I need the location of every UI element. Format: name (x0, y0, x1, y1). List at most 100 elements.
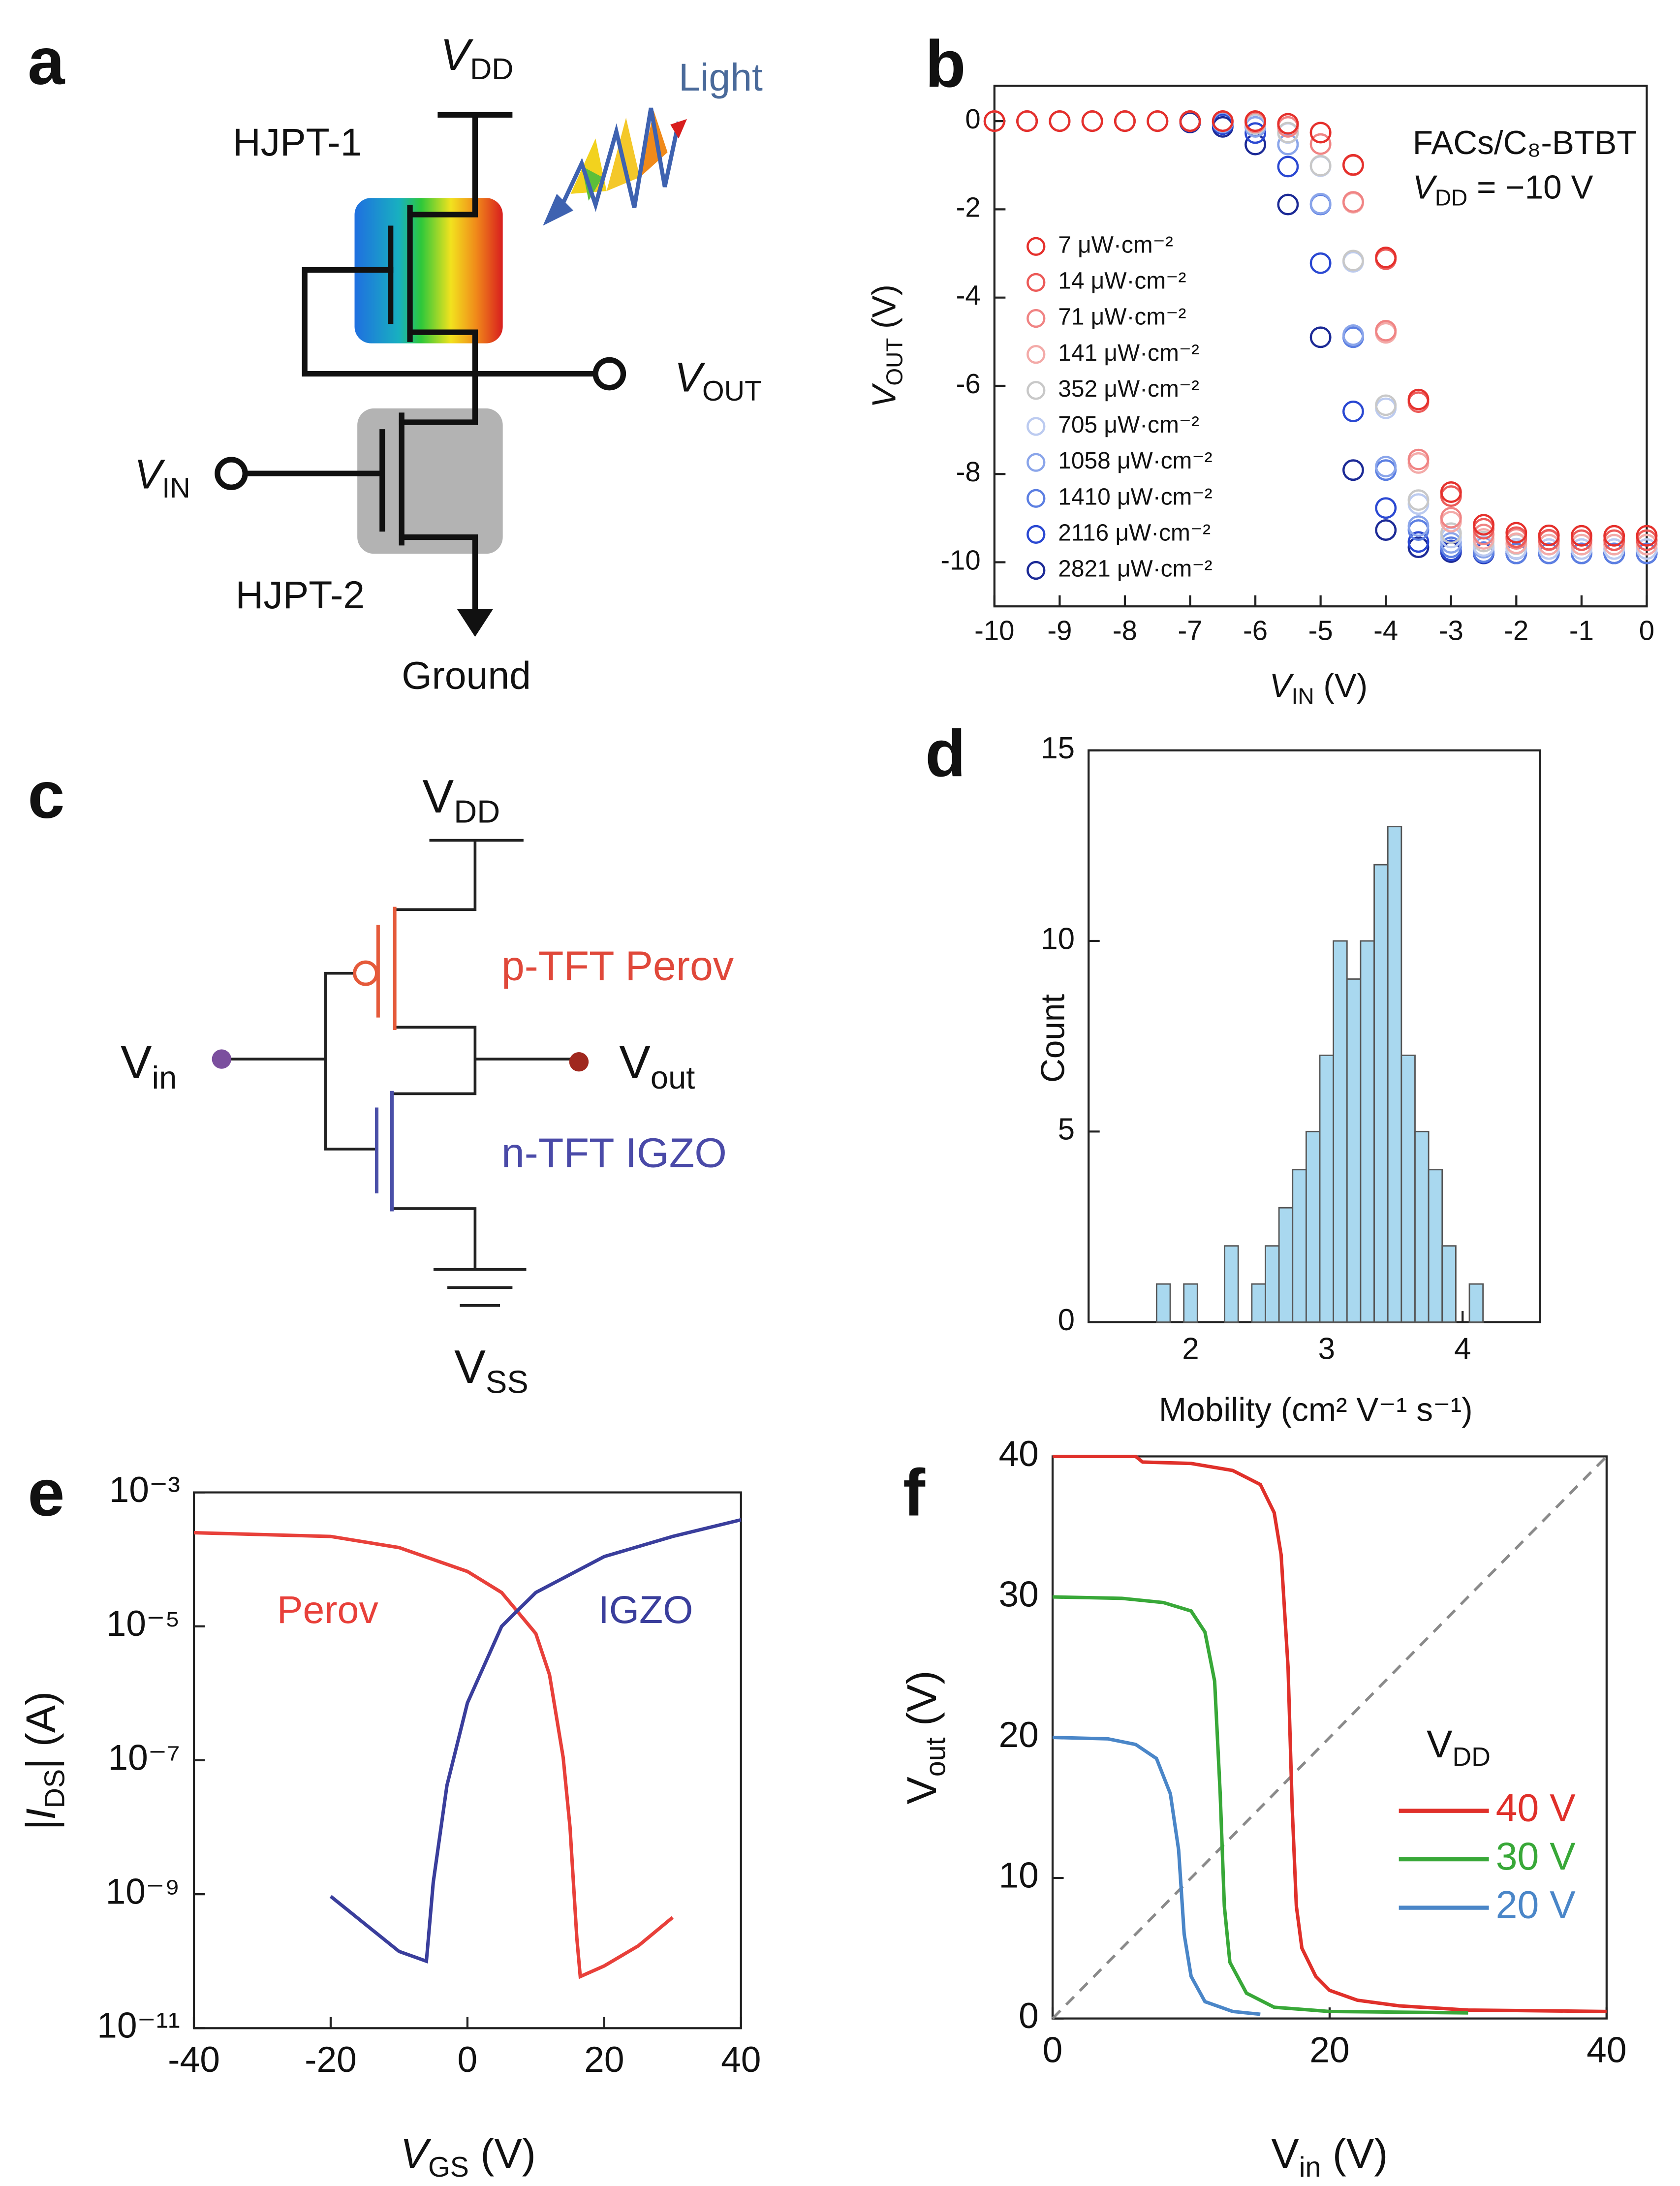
x-tick-label: -3 (1439, 615, 1463, 646)
bar (1373, 864, 1389, 1323)
circuit-c (221, 839, 579, 1307)
y-tick-label: 15 (1041, 731, 1075, 765)
bar (1360, 940, 1375, 1323)
y-tick-label: 20 (999, 1715, 1039, 1755)
marker (1309, 122, 1332, 144)
legend-marker (1027, 237, 1046, 256)
bar (1387, 826, 1402, 1323)
hjpt1-label: HJPT-1 (233, 121, 362, 164)
marker (1212, 110, 1234, 132)
text-part: out (920, 1737, 952, 1777)
text-part: (V) (469, 2130, 536, 2177)
legend-marker (1027, 453, 1046, 472)
bar (1441, 1245, 1457, 1323)
x-tick-label: -2 (1504, 615, 1528, 646)
vin-label: Vin (121, 1036, 177, 1095)
marker (1244, 133, 1267, 156)
marker (1636, 525, 1658, 547)
y-tick-label: 10 (999, 1855, 1039, 1895)
x-tick-label: -9 (1047, 615, 1072, 646)
marker (1179, 110, 1201, 132)
text-part: | (A) (18, 1691, 64, 1769)
bar (1428, 1169, 1443, 1323)
legend-label: 14 μW·cm⁻² (1058, 268, 1186, 294)
x-tick-label: 20 (1309, 2030, 1349, 2070)
marker (1375, 394, 1397, 416)
text-part: DD (470, 52, 513, 86)
y-tick-label: 0 (965, 103, 980, 134)
vout-label: VOUT (675, 354, 762, 407)
p-bubble (352, 960, 379, 986)
marker (1016, 110, 1038, 132)
legend-label: 1410 μW·cm⁻² (1058, 484, 1212, 510)
series-line (1052, 1736, 1261, 2016)
panel-label: b (925, 27, 966, 101)
bar (1251, 1283, 1266, 1323)
y-axis-label: Vout (V) (899, 1671, 951, 1805)
panel-label: e (28, 1456, 64, 1530)
series-label: IGZO (598, 1588, 693, 1631)
marker (1440, 481, 1462, 503)
text-part: SS (486, 1364, 529, 1400)
vin-terminal (212, 1049, 232, 1069)
text-part: IN (162, 472, 190, 504)
hjpt2-box (357, 408, 503, 554)
bar (1414, 1130, 1430, 1323)
series-line (193, 1531, 674, 1979)
y-tick-label: -8 (956, 456, 981, 487)
bar (1346, 978, 1362, 1323)
text-part: V (1270, 667, 1295, 704)
x-tick-label: 0 (458, 2039, 478, 2080)
marker (1375, 248, 1397, 270)
x-tick-label: 4 (1454, 1332, 1471, 1366)
diagram-a: a VDD Light HJPT-1 VOUT VIN HJPT-2 Groun… (28, 24, 763, 697)
bar (1292, 1169, 1307, 1323)
legend-label: 7 μW·cm⁻² (1058, 232, 1173, 258)
legend-marker (1027, 273, 1046, 292)
marker (1407, 388, 1430, 410)
bar (1400, 1054, 1416, 1323)
text-part: (V) (1321, 2130, 1388, 2177)
marker (1375, 497, 1397, 519)
reference-line (1052, 1455, 1608, 2020)
marker (1342, 250, 1364, 272)
x-axis-label: VIN (V) (1270, 667, 1368, 709)
legend-marker (1027, 525, 1046, 544)
marker (1277, 193, 1299, 216)
legend-label: 141 μW·cm⁻² (1058, 340, 1199, 366)
x-tick-label: -40 (168, 2039, 220, 2080)
panel-label: f (903, 1456, 926, 1530)
text-part: DD (454, 794, 500, 830)
vout-terminal (569, 1052, 589, 1072)
vss-label: VSS (454, 1341, 529, 1400)
text-part: V (422, 770, 454, 823)
x-tick-label: 0 (1639, 615, 1654, 646)
bar (1305, 1130, 1321, 1323)
x-tick-label: 3 (1318, 1332, 1335, 1366)
bar (1183, 1283, 1198, 1323)
marker (1342, 191, 1364, 213)
marker (1081, 110, 1103, 132)
light-wave (543, 107, 687, 226)
chart-f: f 0 20 40 0 10 20 30 40 40 V 30 V 20 V (903, 1434, 1626, 2070)
y-tick-label: 30 (999, 1574, 1039, 1614)
y-tick-label: 10⁻³ (109, 1469, 180, 1510)
legend-marker (1027, 561, 1046, 580)
p-tft-label: p-TFT Perov (501, 943, 734, 989)
marker (1244, 110, 1267, 132)
legend-marker (1027, 345, 1046, 364)
text-part: DD (1453, 1743, 1491, 1772)
marker (1407, 531, 1430, 553)
marker (1309, 155, 1332, 177)
marker (1309, 252, 1332, 274)
x-tick-label: -8 (1113, 615, 1137, 646)
marker (1309, 192, 1332, 215)
marker (1375, 456, 1397, 477)
series-line (329, 1518, 742, 1964)
marker (983, 110, 1005, 132)
marker (1440, 522, 1462, 544)
series-line (1053, 1454, 1607, 2013)
x-tick-label: 0 (1043, 2030, 1063, 2070)
series-line (1052, 1595, 1468, 2015)
marker (1114, 110, 1136, 132)
